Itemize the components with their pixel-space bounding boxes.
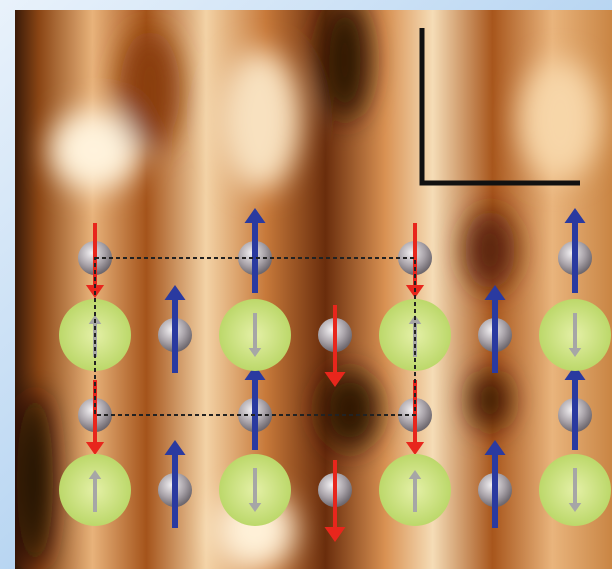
spin-arrow-head — [324, 372, 346, 387]
unit-cell — [94, 257, 416, 416]
spin-arrow-head — [408, 470, 422, 479]
spin-arrow-head — [405, 442, 425, 455]
spin-arrow-head — [484, 285, 506, 300]
spin-arrow-head — [564, 365, 586, 380]
spin-arrow-head — [568, 348, 582, 357]
surface-texture — [17, 10, 600, 569]
spin-arrow-head — [248, 348, 262, 357]
spin-arrow-head — [244, 208, 266, 223]
spin-arrow-head — [85, 442, 105, 455]
spin-arrow-head — [244, 365, 266, 380]
spin-arrow-head — [164, 285, 186, 300]
spin-arrow-head — [564, 208, 586, 223]
spin-arrow-head — [568, 503, 582, 512]
spin-arrow-head — [164, 440, 186, 455]
spin-arrow-head — [324, 527, 346, 542]
scale-bar — [419, 28, 580, 186]
spin-arrow-head — [484, 440, 506, 455]
spin-arrow-head — [88, 470, 102, 479]
spin-arrow-head — [248, 503, 262, 512]
